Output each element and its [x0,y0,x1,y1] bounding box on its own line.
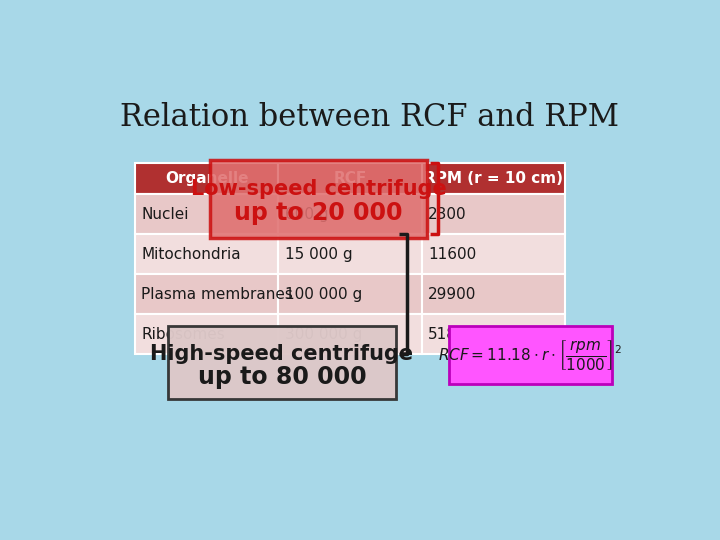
Text: 11600: 11600 [428,247,476,262]
Bar [279,314,422,354]
Text: Low-speed centrifuge: Low-speed centrifuge [191,179,446,199]
Text: RCF: RCF [333,171,366,186]
Text: 2300: 2300 [428,207,467,222]
Text: 29900: 29900 [428,287,476,302]
Text: 100 000 g: 100 000 g [284,287,361,302]
Bar [449,326,611,383]
Bar [422,274,565,314]
Bar [422,234,565,274]
Bar [422,164,565,194]
Bar [135,164,279,194]
Bar [168,326,396,399]
Text: High-speed centrifuge: High-speed centrifuge [150,343,413,363]
Text: Mitochondria: Mitochondria [141,247,240,262]
Bar [135,234,279,274]
Text: up to 80 000: up to 80 000 [197,365,366,389]
Text: 600 g: 600 g [284,207,328,222]
Bar [279,234,422,274]
Text: 300 000 g: 300 000 g [284,327,362,342]
Text: Relation between RCF and RPM: Relation between RCF and RPM [120,102,618,133]
Bar [422,194,565,234]
Bar [135,194,279,234]
Text: 15 000 g: 15 000 g [284,247,352,262]
Text: up to 20 000: up to 20 000 [235,201,403,225]
Bar [279,274,422,314]
Bar [422,314,565,354]
Bar [135,314,279,354]
Bar [210,159,427,238]
Bar [279,164,422,194]
Text: Plasma membranes: Plasma membranes [141,287,293,302]
Bar [279,194,422,234]
Text: Organelle: Organelle [165,171,248,186]
Text: Ribosomes: Ribosomes [141,327,225,342]
Bar [135,274,279,314]
Text: Nuclei: Nuclei [141,207,189,222]
Text: 51800: 51800 [428,327,476,342]
Text: $RCF = 11.18 \cdot r \cdot \left[\dfrac{rpm}{1000}\right]^2$: $RCF = 11.18 \cdot r \cdot \left[\dfrac{… [438,338,622,372]
Text: RPM (r = 10 cm): RPM (r = 10 cm) [424,171,563,186]
